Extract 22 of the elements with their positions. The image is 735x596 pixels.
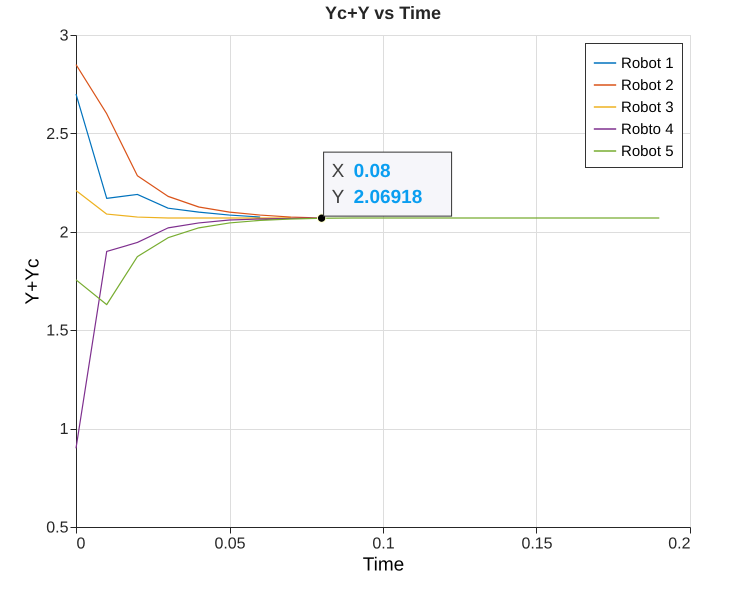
y-tick-label: 1.5 <box>46 322 69 340</box>
y-tick-label: 2.5 <box>46 126 69 143</box>
legend-label: Robot 5 <box>621 143 674 160</box>
legend-label: Robot 1 <box>621 55 674 72</box>
x-tick-label: 0.1 <box>372 536 395 552</box>
x-tick-label: 0 <box>76 536 86 552</box>
line-series <box>75 93 261 218</box>
y-axis-title: Y+Yc <box>22 258 44 304</box>
legend-label: Robot 2 <box>621 77 674 94</box>
y-tick-label: 2 <box>60 224 69 242</box>
x-tick-label: 0.05 <box>214 536 246 552</box>
annotation: X 0.08 Y 2.06918 <box>332 161 422 208</box>
legend-label: Robto 4 <box>621 121 674 138</box>
x-tick-label: 0.2 <box>668 536 691 552</box>
x-axis-title: Time <box>362 554 404 576</box>
legend-label: Robot 3 <box>621 99 674 116</box>
y-tick-label: 1 <box>60 421 69 438</box>
chart-title: Yc+Y vs Time <box>325 3 441 23</box>
y-tick-label: 0.5 <box>46 520 69 536</box>
y-tick-label: 3 <box>60 28 69 44</box>
x-tick-label: 0.15 <box>521 536 553 552</box>
line-series <box>75 190 292 219</box>
